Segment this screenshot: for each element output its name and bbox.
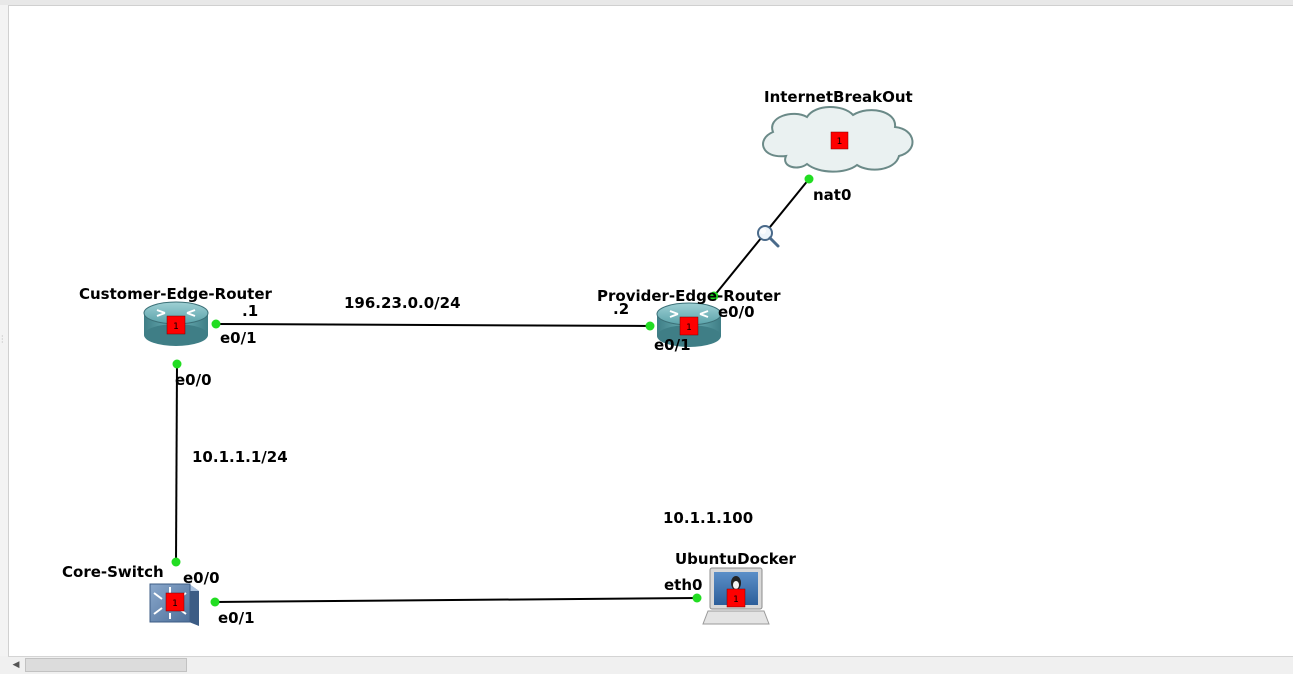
router-bottom	[657, 325, 721, 347]
badge-text: 1	[733, 595, 739, 605]
port-dot-sw-e0-1[interactable]	[210, 597, 220, 607]
badge-text: 1	[172, 599, 178, 609]
port-dot-pe-e0-0[interactable]	[709, 291, 719, 301]
status-badge	[165, 592, 185, 612]
laptop-base	[702, 610, 770, 625]
note-pe-host[interactable]: .2	[613, 300, 629, 318]
router-bottom	[144, 324, 208, 346]
badge-text: 1	[173, 322, 179, 332]
router-arrows-icon	[156, 309, 196, 317]
link-switch-ubuntu[interactable]	[214, 597, 698, 603]
ubuntu-docker-host[interactable]: 1	[702, 567, 770, 625]
port-label-sw-e0-0: e0/0	[183, 569, 220, 587]
internet-breakout-cloud[interactable]: 1	[762, 106, 914, 173]
tux-belly	[733, 581, 739, 589]
badge-text: 1	[686, 323, 692, 333]
topology-svg: 1 1 1 1	[62, 88, 914, 627]
port-label-ce-e0-0: e0/0	[175, 371, 212, 389]
customer-edge-router[interactable]: 1	[143, 301, 209, 346]
scroll-thumb[interactable]	[25, 658, 187, 672]
node-label-customer-edge-router[interactable]: Customer-Edge-Router	[79, 285, 273, 303]
note-ubuntu-ip[interactable]: 10.1.1.100	[663, 509, 753, 527]
node-label-ubuntu-docker[interactable]: UbuntuDocker	[675, 550, 797, 568]
core-switch[interactable]: 1	[149, 583, 199, 626]
port-label-ce-e0-1: e0/1	[220, 329, 257, 347]
switch-side	[189, 584, 199, 626]
port-label-ubuntu-eth0: eth0	[664, 576, 702, 594]
port-label-sw-e0-1: e0/1	[218, 609, 255, 627]
status-badge	[726, 588, 746, 608]
magnifier-icon[interactable]	[757, 225, 780, 248]
port-dot-cloud-nat0[interactable]	[804, 174, 814, 184]
note-lan-subnet[interactable]: 10.1.1.1/24	[192, 448, 288, 466]
port-dot-ce-e0-1[interactable]	[211, 319, 221, 329]
node-label-core-switch[interactable]: Core-Switch	[62, 563, 164, 581]
note-wan-subnet[interactable]: 196.23.0.0/24	[344, 294, 461, 312]
port-dot-ubuntu-eth0[interactable]	[692, 593, 702, 603]
link-ce-pe[interactable]	[215, 323, 651, 327]
status-badge	[166, 315, 186, 335]
node-label-provider-edge-router[interactable]: Provider-Edge-Router	[597, 287, 781, 305]
splitter-handle[interactable]: · · ·	[1, 332, 4, 347]
port-label-pe-e0-0: e0/0	[718, 303, 755, 321]
node-label-internet-breakout[interactable]: InternetBreakOut	[764, 88, 913, 106]
note-ce-host[interactable]: .1	[242, 302, 258, 320]
router-arrows-icon	[669, 310, 709, 318]
port-label-cloud-nat0: nat0	[813, 186, 851, 204]
status-badge	[679, 316, 699, 336]
status-badge	[830, 131, 849, 150]
port-dot-ce-e0-0[interactable]	[172, 359, 182, 369]
horizontal-scrollbar[interactable]: ◀	[8, 656, 1293, 674]
provider-edge-router[interactable]: 1	[656, 302, 722, 347]
port-dot-sw-e0-0[interactable]	[171, 557, 181, 567]
badge-text: 1	[837, 137, 843, 147]
port-dot-pe-e0-1[interactable]	[645, 321, 655, 331]
scroll-left-icon[interactable]: ◀	[12, 660, 20, 670]
topology-canvas[interactable]: 1 1 1 1	[8, 5, 1293, 657]
port-label-pe-e0-1: e0/1	[654, 336, 691, 354]
link-ce-switch[interactable]	[175, 363, 178, 563]
